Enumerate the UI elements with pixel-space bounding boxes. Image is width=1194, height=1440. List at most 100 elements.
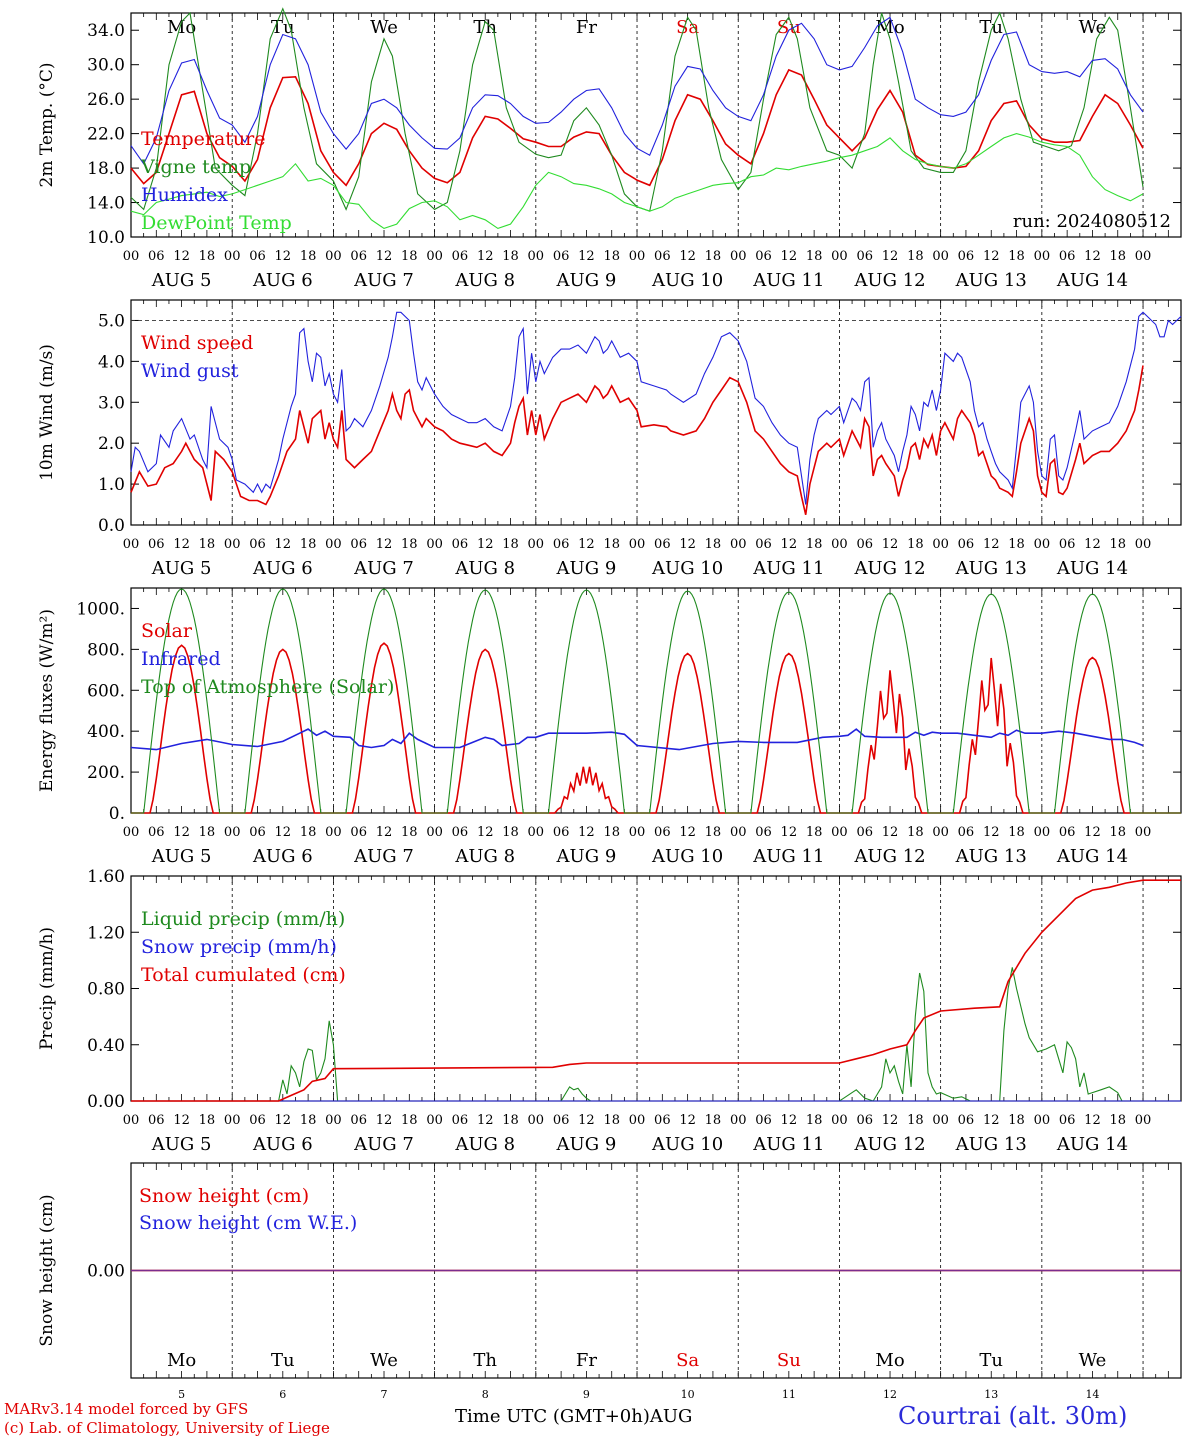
- date-label: AUG 6: [252, 558, 313, 579]
- hour-label: 06: [1059, 825, 1076, 840]
- date-label: AUG 7: [353, 846, 414, 867]
- legend-entry: Snow height (cm): [139, 1185, 309, 1207]
- day-number-label: 13: [984, 1388, 998, 1401]
- hour-label: 12: [983, 1113, 1000, 1128]
- hour-label: 00: [528, 249, 545, 264]
- hour-label: 06: [856, 1113, 873, 1128]
- hour-label: 06: [148, 249, 165, 264]
- series-line-humidex: [130, 16, 1144, 165]
- hour-label: 06: [350, 825, 367, 840]
- hour-label: 12: [173, 1113, 190, 1128]
- hour-label: 18: [603, 1113, 620, 1128]
- weekday-label: Tu: [271, 1350, 295, 1371]
- hour-label: 12: [679, 537, 696, 552]
- weekday-label: We: [370, 1350, 398, 1371]
- hour-label: 18: [1008, 537, 1025, 552]
- date-label: AUG 10: [651, 846, 723, 867]
- hour-label: 12: [477, 825, 494, 840]
- series-line-solar: [131, 642, 1181, 814]
- hour-label: 00: [123, 1113, 140, 1128]
- y-tick-label: 34.0: [87, 21, 125, 41]
- hour-label: 06: [755, 825, 772, 840]
- date-label: AUG 9: [556, 270, 617, 291]
- hour-label: 00: [1034, 825, 1051, 840]
- hour-label: 00: [123, 537, 140, 552]
- hour-label: 00: [325, 825, 342, 840]
- series-line-temperature: [130, 68, 1144, 187]
- y-tick-label: 0.40: [87, 1036, 125, 1056]
- hour-label: 00: [1034, 1113, 1051, 1128]
- series-line-liquid-precip-mm-h-: [131, 967, 1123, 1102]
- model-credit: MARv3.14 model forced by GFS (c) Lab. of…: [4, 1400, 330, 1438]
- series-line-wind-gust: [130, 311, 1182, 505]
- y-axis-label: Energy fluxes (W/m²): [37, 609, 57, 792]
- y-tick-label: 10.0: [87, 228, 125, 248]
- hour-label: 00: [123, 825, 140, 840]
- hour-label: 12: [477, 537, 494, 552]
- y-tick-label: 2.0: [98, 434, 125, 454]
- hour-label: 12: [578, 825, 595, 840]
- y-tick-label: 14.0: [87, 194, 125, 214]
- hour-label: 12: [1084, 537, 1101, 552]
- date-label: AUG 6: [252, 270, 313, 291]
- series-line-top-of-atmosphere-solar-: [131, 588, 1181, 814]
- hour-label: 00: [123, 249, 140, 264]
- day-number-label: 5: [178, 1388, 185, 1401]
- date-label: AUG 8: [454, 558, 515, 579]
- time-axis-title-text: Time UTC (GMT+0h): [455, 1406, 650, 1427]
- hour-label: 00: [426, 537, 443, 552]
- chart-panel-5: 0.00 Snow height (cm) Snow height (cm) Snow…: [37, 1162, 1182, 1401]
- hour-label: 18: [603, 825, 620, 840]
- legend-entry: Infrared: [141, 648, 221, 670]
- weekday-label: Fr: [576, 17, 597, 38]
- y-tick-label: 0.0: [98, 516, 125, 536]
- hour-label: 06: [958, 1113, 975, 1128]
- hour-label: 06: [755, 1113, 772, 1128]
- hour-label: 12: [173, 249, 190, 264]
- y-tick-label: 1.60: [87, 867, 125, 887]
- hour-label: 12: [983, 537, 1000, 552]
- day-number-label: 7: [381, 1388, 388, 1401]
- hour-label: 18: [907, 537, 924, 552]
- date-label: AUG 9: [556, 846, 617, 867]
- hour-label: 06: [958, 249, 975, 264]
- date-label: AUG 14: [1056, 846, 1128, 867]
- legend-entry: Total cumulated (cm): [141, 964, 346, 986]
- hour-label: 12: [1084, 249, 1101, 264]
- plot-frame: [130, 587, 1182, 814]
- hour-label: 18: [502, 537, 519, 552]
- date-label: AUG 13: [955, 270, 1027, 291]
- hour-label: 00: [224, 825, 241, 840]
- hour-label: 06: [755, 249, 772, 264]
- hour-label: 06: [856, 249, 873, 264]
- hour-label: 18: [603, 537, 620, 552]
- day-number-label: 12: [883, 1388, 897, 1401]
- hour-label: 06: [452, 1113, 469, 1128]
- date-label: AUG 9: [556, 1134, 617, 1155]
- date-label: AUG 8: [454, 1134, 515, 1155]
- hour-label: 00: [629, 1113, 646, 1128]
- y-axis-label: 10m Wind (m/s): [37, 344, 57, 481]
- hour-label: 18: [401, 249, 418, 264]
- hour-label: 06: [654, 825, 671, 840]
- hour-label: 12: [275, 249, 292, 264]
- weekday-label: Mo: [875, 1350, 904, 1371]
- hour-label: 18: [603, 249, 620, 264]
- hour-label: 18: [1008, 1113, 1025, 1128]
- date-label: AUG 6: [252, 1134, 313, 1155]
- hour-label: 06: [350, 1113, 367, 1128]
- hour-label: 00: [224, 537, 241, 552]
- hour-label: 12: [477, 1113, 494, 1128]
- date-label: AUG 13: [955, 558, 1027, 579]
- date-label: AUG 7: [353, 558, 414, 579]
- hour-label: 18: [705, 537, 722, 552]
- hour-label: 18: [401, 1113, 418, 1128]
- date-label: AUG 5: [151, 270, 212, 291]
- hour-label: 06: [1059, 1113, 1076, 1128]
- hour-label: 06: [249, 537, 266, 552]
- hour-label: 12: [781, 249, 798, 264]
- hour-label: 12: [173, 825, 190, 840]
- legend-entry: Snow height (cm W.E.): [139, 1212, 357, 1234]
- hour-label: 06: [553, 825, 570, 840]
- series-line-infrared: [130, 728, 1144, 751]
